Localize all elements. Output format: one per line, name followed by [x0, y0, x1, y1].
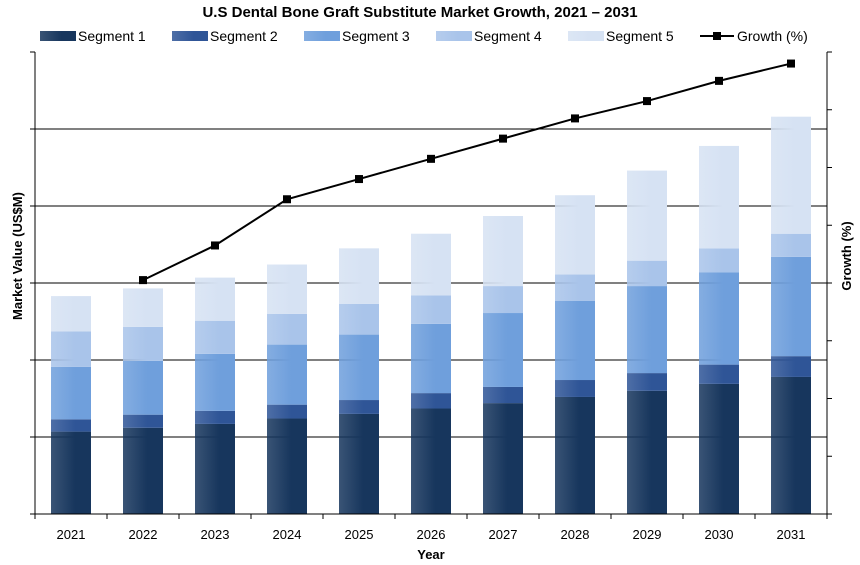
y-axis-title: Market Value (US$M) — [10, 192, 25, 320]
growth-marker — [571, 114, 579, 123]
bar-segment-5 — [555, 195, 595, 275]
legend-label-segment-5: Segment 5 — [606, 28, 674, 44]
bar-segment-3 — [483, 313, 523, 387]
bar-segment-1 — [555, 396, 595, 514]
bar-segment-4 — [51, 331, 91, 367]
bar-segment-2 — [267, 404, 307, 419]
bar-segment-1 — [123, 427, 163, 514]
bar-segment-3 — [771, 256, 811, 357]
growth-line-path — [142, 62, 792, 282]
bar-segment-4 — [771, 233, 811, 257]
bar-segment-2 — [483, 386, 523, 404]
bar-segment-1 — [339, 413, 379, 514]
growth-marker — [355, 175, 363, 184]
bar-segment-5 — [267, 264, 307, 314]
bar-segment-2 — [771, 356, 811, 377]
bar-segment-4 — [267, 313, 307, 345]
growth-marker — [211, 241, 219, 250]
growth-marker — [139, 276, 147, 285]
bar-segment-1 — [195, 423, 235, 514]
x-tick-label: 2024 — [273, 527, 302, 542]
growth-marker — [427, 154, 435, 163]
bar-segment-3 — [123, 360, 163, 415]
x-tick-labels: 2021 2022 2023 2024 2025 2026 2027 2028 2029 2030… — [57, 527, 806, 542]
bar-segment-2 — [123, 414, 163, 428]
bar-segment-1 — [627, 390, 667, 514]
growth-marker — [499, 134, 507, 143]
x-tick-label: 2030 — [705, 527, 734, 542]
bar-segment-2 — [195, 410, 235, 424]
bar-segment-5 — [411, 233, 451, 296]
bar-segment-4 — [195, 320, 235, 354]
growth-marker — [787, 59, 795, 68]
bars — [51, 116, 811, 514]
legend-label-segment-2: Segment 2 — [210, 28, 278, 44]
bar-segment-2 — [555, 380, 595, 397]
x-tick-label: 2028 — [561, 527, 590, 542]
bar-segment-4 — [339, 303, 379, 335]
bar-segment-4 — [627, 260, 667, 287]
bar-segment-5 — [195, 277, 235, 321]
x-tick-label: 2027 — [489, 527, 518, 542]
bar-segment-2 — [411, 393, 451, 409]
chart-title: U.S Dental Bone Graft Substitute Market … — [202, 4, 637, 21]
bar-segment-3 — [195, 353, 235, 411]
bar-segment-5 — [771, 116, 811, 234]
legend-label-segment-4: Segment 4 — [474, 28, 542, 44]
legend-swatch-segment-3 — [304, 31, 340, 41]
bar-segment-5 — [627, 170, 667, 261]
bar-segment-4 — [483, 286, 523, 314]
bar-segment-4 — [123, 326, 163, 361]
x-tick-label: 2026 — [417, 527, 446, 542]
legend-swatch-segment-5 — [568, 31, 604, 41]
bar-segment-1 — [411, 408, 451, 514]
x-tick-label: 2029 — [633, 527, 662, 542]
legend-swatch-segment-1 — [40, 31, 76, 41]
legend-label-segment-3: Segment 3 — [342, 28, 410, 44]
bar-segment-4 — [555, 274, 595, 301]
legend: Segment 1 Segment 2 Segment 3 Segment 4 Segm… — [40, 28, 808, 44]
legend-marker-growth — [713, 32, 721, 40]
bar-segment-5 — [51, 296, 91, 332]
bar-segment-5 — [483, 216, 523, 287]
axes — [30, 51, 832, 519]
legend-label-growth: Growth (%) — [737, 28, 808, 44]
bar-segment-3 — [411, 323, 451, 394]
bar-segment-1 — [267, 418, 307, 514]
bar-segment-3 — [51, 366, 91, 420]
legend-swatch-segment-4 — [436, 31, 472, 41]
bar-segment-2 — [699, 364, 739, 384]
growth-marker — [715, 76, 723, 85]
legend-swatch-segment-2 — [172, 31, 208, 41]
bar-segment-3 — [699, 272, 739, 365]
bar-segment-1 — [771, 376, 811, 514]
bar-segment-3 — [267, 344, 307, 405]
x-tick-label: 2025 — [345, 527, 374, 542]
bar-segment-3 — [339, 334, 379, 401]
legend-label-segment-1: Segment 1 — [78, 28, 146, 44]
bar-segment-5 — [699, 145, 739, 249]
bar-segment-3 — [555, 300, 595, 381]
x-axis-title: Year — [417, 547, 444, 562]
bar-segment-2 — [339, 400, 379, 414]
bar-segment-1 — [51, 431, 91, 514]
bar-segment-1 — [699, 383, 739, 514]
bar-segment-4 — [699, 248, 739, 273]
growth-marker — [283, 195, 291, 204]
bar-segment-3 — [627, 286, 667, 374]
x-tick-label: 2031 — [777, 527, 806, 542]
bar-segment-5 — [339, 248, 379, 304]
x-tick-label: 2023 — [201, 527, 230, 542]
bar-segment-5 — [123, 288, 163, 327]
bar-segment-2 — [51, 419, 91, 432]
y2-axis-title: Growth (%) — [839, 221, 854, 290]
x-tick-label: 2022 — [129, 527, 158, 542]
bar-segment-4 — [411, 295, 451, 324]
growth-marker — [643, 97, 651, 106]
bar-segment-2 — [627, 373, 667, 391]
bar-segment-1 — [483, 403, 523, 514]
growth-line — [139, 59, 795, 285]
x-tick-label: 2021 — [57, 527, 86, 542]
